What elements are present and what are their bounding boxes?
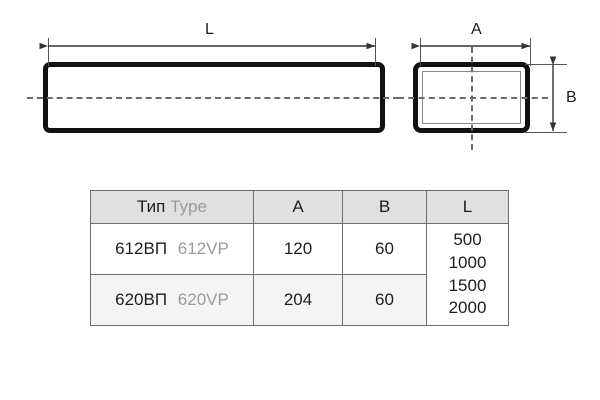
type-name-en: 612VP: [177, 239, 229, 258]
type-name-ru: 620ВП: [115, 290, 168, 309]
type-name-en: 620VP: [177, 290, 229, 309]
cell-a-612vp: 120: [253, 223, 343, 275]
table-header-row: Тип Type A B L: [90, 190, 509, 224]
dimension-lines: [39, 42, 557, 131]
cross-section-centerline-vertical: [471, 47, 473, 150]
table-row: 612ВП 612VP 120 60 500 1000 1500 2000: [90, 223, 509, 326]
extension-line-length-left: [48, 38, 49, 66]
cross-section-centerline-horizontal: [398, 97, 548, 99]
cell-l-merged: 500 1000 1500 2000: [426, 223, 509, 326]
column-header-b: B: [342, 190, 427, 224]
l-value: 500: [453, 229, 482, 249]
extension-line-width-left: [420, 38, 421, 66]
technical-drawing: L A B: [0, 0, 600, 175]
cell-type-620vp: 620ВП 620VP: [90, 274, 254, 326]
extension-line-width-right: [530, 38, 531, 66]
table-row: 620ВП 620VP 204 60: [90, 274, 509, 326]
extension-line-height-bottom: [525, 132, 567, 133]
cell-a-620vp: 204: [253, 274, 343, 326]
column-header-type-ru: Тип: [137, 197, 166, 216]
cell-b-620vp: 60: [342, 274, 427, 326]
cell-type-612vp: 612ВП 612VP: [90, 223, 254, 275]
l-value: 1500: [448, 275, 487, 295]
extension-line-height-top: [525, 64, 567, 65]
column-header-a: A: [253, 190, 343, 224]
dimension-label-length: L: [205, 21, 214, 38]
extension-line-length-right: [375, 38, 376, 66]
type-name-ru: 612ВП: [115, 239, 168, 258]
side-view-centerline: [27, 97, 399, 99]
column-header-l: L: [426, 190, 509, 224]
dimension-label-height: B: [566, 89, 577, 106]
column-header-type-en: Type: [170, 197, 207, 216]
column-header-type: Тип Type: [90, 190, 254, 224]
l-value: 2000: [448, 298, 487, 318]
l-value: 1000: [448, 252, 487, 272]
specification-table: Тип Type A B L 612ВП 612VP 120 60 500 10…: [90, 190, 509, 326]
dimension-label-width: A: [471, 21, 482, 38]
cell-b-612vp: 60: [342, 223, 427, 275]
